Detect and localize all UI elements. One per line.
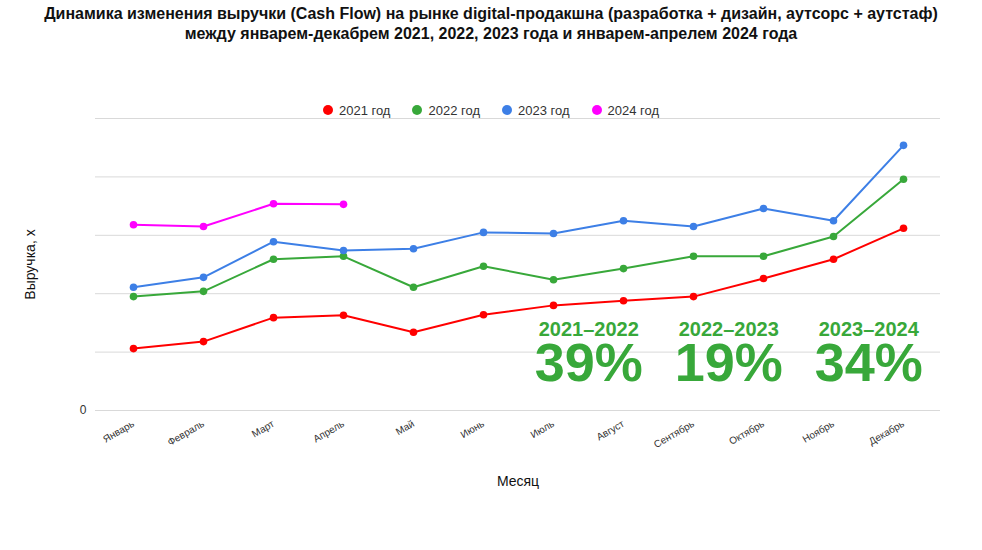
svg-text:Март: Март: [250, 418, 277, 440]
html-text:2021 год: 2021 год: [338, 102, 391, 118]
html-text:2023 год: 2023 год: [518, 102, 570, 118]
svg-text:Август: Август: [595, 418, 627, 443]
svg-text:2021–2022: 2021–2022: [538, 317, 639, 340]
html-text:2022 год: 2022 год: [428, 102, 480, 118]
svg-text:Июнь: Июнь: [459, 418, 487, 440]
svg-text:0: 0: [80, 403, 87, 417]
svg-text:Сентябрь: Сентябрь: [652, 418, 696, 450]
svg-text:19%: 19%: [675, 332, 783, 392]
svg-text:Октябрь: Октябрь: [727, 418, 766, 447]
svg-text:Февраль: Февраль: [165, 418, 206, 448]
svg-text:39%: 39%: [535, 332, 643, 392]
svg-text:Апрель: Апрель: [311, 418, 346, 444]
svg-text:Январь: Январь: [101, 418, 136, 445]
svg-text:Декабрь: Декабрь: [867, 418, 906, 447]
svg-text:34%: 34%: [815, 332, 923, 392]
svg-text:Выручка, x: Выручка, x: [22, 229, 38, 299]
svg-text:Месяц: Месяц: [497, 473, 539, 489]
svg-text:2023–2024: 2023–2024: [818, 317, 919, 340]
svg-text:2022–2023: 2022–2023: [678, 317, 779, 340]
svg-text:Май: Май: [394, 418, 416, 437]
html-text:2024 год: 2024 год: [607, 102, 660, 118]
svg-text:Ноябрь: Ноябрь: [801, 418, 837, 445]
html-text:Динамика изменения выручки (Ca: Динамика изменения выручки (Cash Flow) н…: [44, 5, 938, 42]
svg-text:Июль: Июль: [529, 418, 557, 440]
